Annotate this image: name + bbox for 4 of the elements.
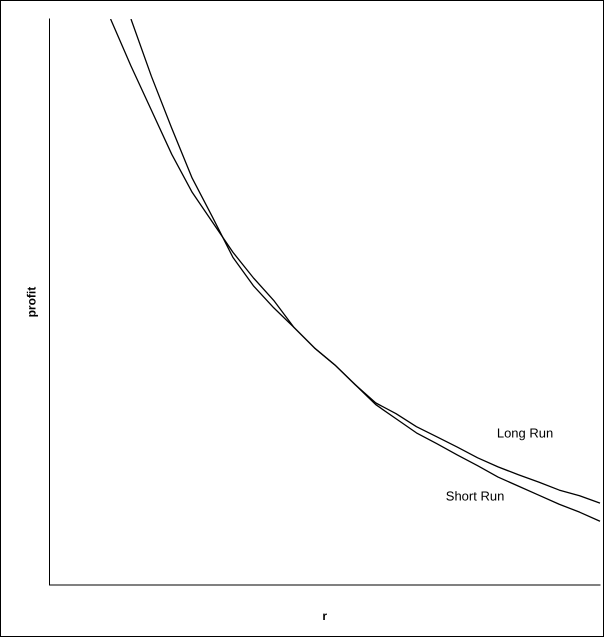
series-label: Short Run — [446, 488, 504, 504]
x-axis-title: r — [322, 609, 328, 624]
y-axis-title: profit — [24, 286, 39, 318]
series-label: Long Run — [496, 425, 554, 440]
